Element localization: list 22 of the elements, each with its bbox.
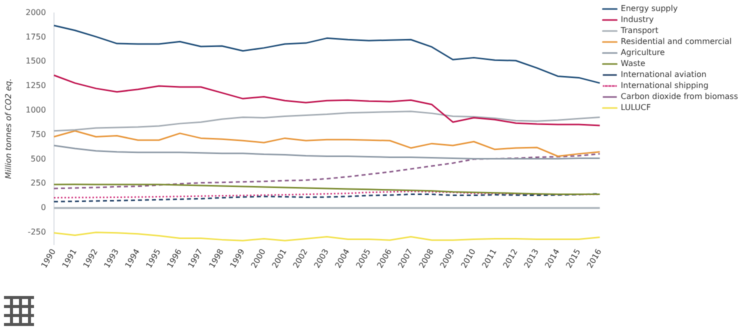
y-tick-label: 1750	[26, 32, 46, 42]
y-tick-label: 1250	[26, 81, 46, 90]
y-tick-label: 500	[30, 154, 46, 164]
legend-label: International aviation	[620, 70, 706, 80]
legend-label: Industry	[620, 15, 654, 24]
legend-label: International shipping	[620, 81, 708, 90]
y-axis-title: Million tonnes of CO2 eq.	[4, 78, 13, 179]
y-tick-label: 1000	[26, 105, 46, 114]
y-tick-label: 0	[40, 203, 46, 212]
line-series	[53, 153, 601, 190]
legend-label: LULUCF	[620, 103, 652, 112]
legend-label: Carbon dioxide from biomass	[620, 92, 738, 102]
y-tick-label: 250	[30, 178, 46, 188]
y-tick-label: -250	[28, 227, 46, 236]
y-tick-label: 750	[30, 130, 46, 139]
legend-label: Waste	[620, 59, 646, 68]
y-tick-label: 1500	[26, 56, 46, 66]
legend-label: Residential and commercial	[620, 37, 732, 46]
legend-label: Energy supply	[620, 4, 678, 14]
legend-label: Agriculture	[620, 48, 665, 58]
y-tick-label: 2000	[26, 8, 46, 17]
legend-label: Transport	[620, 26, 658, 36]
